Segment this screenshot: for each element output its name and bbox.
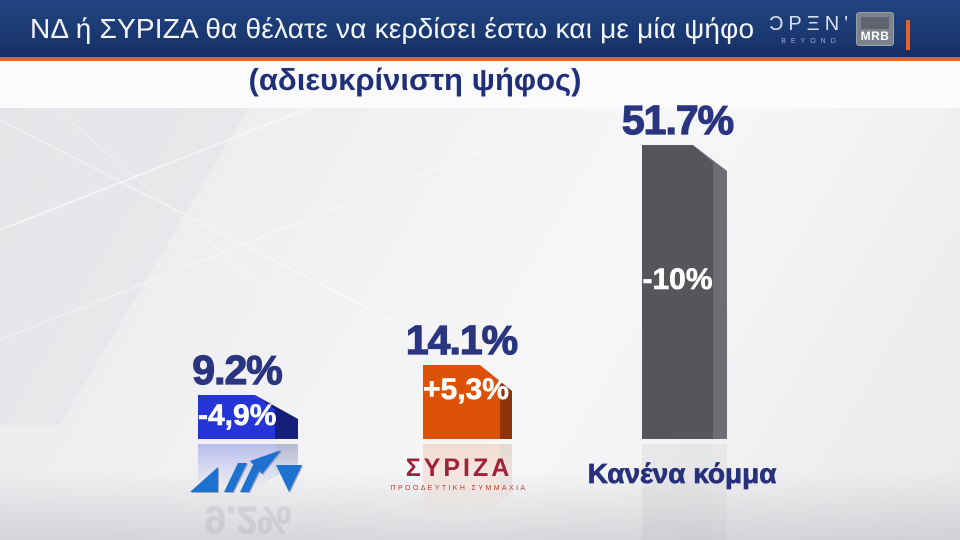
bar-column-nd: 9.2% -4,9% 9.2%	[190, 346, 302, 540]
mirrored-value-nd: 9.2%	[204, 498, 292, 540]
bar-shape	[198, 395, 298, 439]
change-label-kanena: -10%	[642, 263, 713, 297]
bar-column-syriza: 14.1% +5,3% ΣΥΡΙΖΑ ΠΡΟΟΔΕΥΤΙΚΗ ΣΥΜΜΑΧΙΑ	[391, 316, 525, 518]
bar-shape	[423, 365, 512, 439]
mrb-pollster-logo: MRB	[856, 12, 894, 46]
bar-reflection	[423, 439, 512, 518]
mrb-logo-text: MRB	[860, 29, 890, 43]
value-label-syriza: 14.1%	[405, 316, 518, 363]
syriza-logo-subtext: ΠΡΟΟΔΕΥΤΙΚΗ ΣΥΜΜΑΧΙΑ	[390, 485, 528, 492]
page-title: ΝΔ ή ΣΥΡΙΖΑ θα θέλατε να κερδίσει έστω κ…	[30, 13, 755, 44]
header-bar: ΝΔ ή ΣΥΡΙΖΑ θα θέλατε να κερδίσει έστω κ…	[0, 0, 960, 57]
bar-column-kanena: 51.7% -10% Κανένα κόμμα	[587, 96, 777, 540]
bar-reflection	[642, 439, 727, 540]
chart-subtitle: (αδιευκρίνιστη ψήφος)	[248, 62, 582, 97]
category-label-kanena: Κανένα κόμμα	[587, 458, 777, 490]
bar-shape	[642, 444, 727, 540]
background-texture	[0, 105, 561, 425]
header-accent-line	[0, 57, 960, 61]
syriza-logo-text: ΣΥΡΙΖΑ	[405, 454, 513, 482]
value-label-nd: 9.2%	[192, 346, 284, 393]
change-label-syriza: +5,3%	[423, 373, 510, 407]
nd-party-logo	[190, 450, 302, 492]
change-label-nd: -4,9%	[198, 399, 277, 433]
syriza-party-logo: ΣΥΡΙΖΑ ΠΡΟΟΔΕΥΤΙΚΗ ΣΥΜΜΑΧΙΑ	[374, 454, 544, 492]
bar-shape	[642, 145, 727, 439]
open-channel-logo: ƆPΞN' BEYOND	[768, 13, 854, 45]
value-label-kanena: 51.7%	[621, 96, 734, 143]
mrb-logo-emblem	[861, 17, 889, 29]
open-logo-text: ƆPΞN'	[768, 13, 854, 35]
bar-shape	[423, 444, 512, 518]
orange-tick-mark	[906, 20, 910, 50]
floor-shadow	[0, 470, 960, 540]
open-logo-subtext: BEYOND	[781, 38, 841, 45]
subtitle-band	[0, 61, 960, 108]
